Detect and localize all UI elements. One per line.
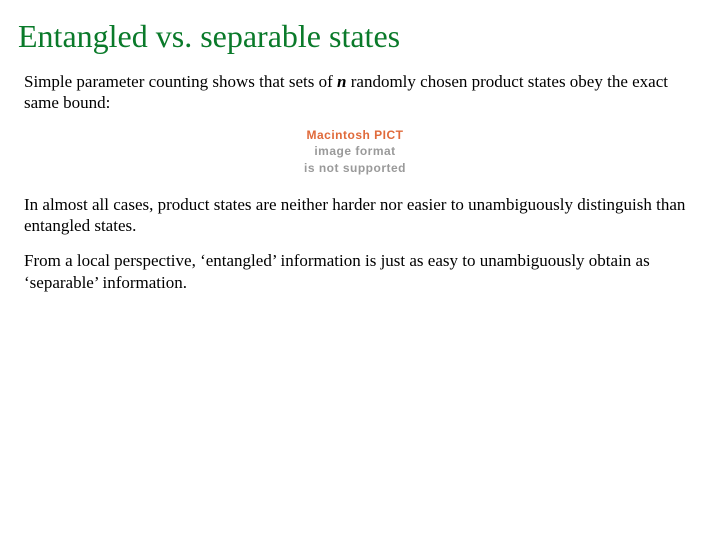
slide-title: Entangled vs. separable states [18,18,692,55]
pict-placeholder: Macintosh PICT image format is not suppo… [18,127,692,176]
pict-line2: image format [314,144,395,158]
slide: Entangled vs. separable states Simple pa… [0,0,720,540]
paragraph-3: From a local perspective, ‘entangled’ in… [18,250,692,293]
pict-line1: Macintosh PICT [306,128,403,142]
paragraph-2: In almost all cases, product states are … [18,194,692,237]
p1-pre: Simple parameter counting shows that set… [24,72,337,91]
paragraph-1: Simple parameter counting shows that set… [18,71,692,114]
pict-line3: is not supported [304,161,406,175]
p1-em: n [337,72,346,91]
